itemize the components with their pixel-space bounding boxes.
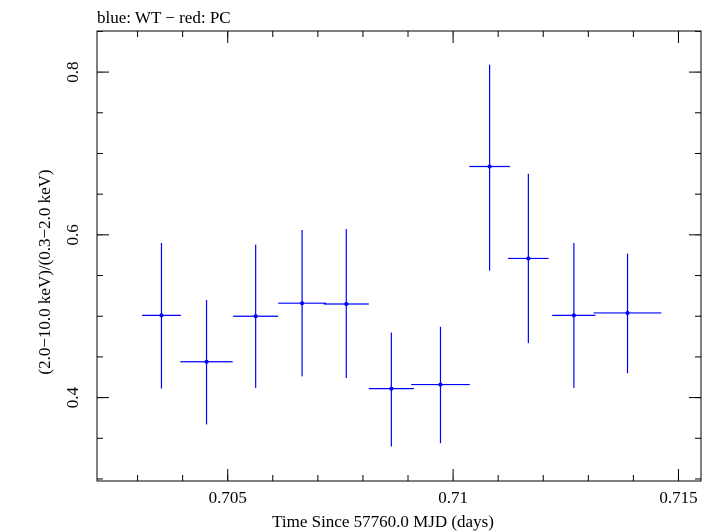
- x-tick-label: 0.71: [438, 488, 468, 507]
- data-marker: [300, 301, 305, 306]
- data-marker: [204, 359, 209, 364]
- y-tick-label: 0.6: [63, 224, 82, 245]
- data-point: [469, 64, 510, 271]
- data-point: [142, 242, 181, 389]
- x-axis-label: Time Since 57760.0 MJD (days): [272, 512, 494, 531]
- data-marker: [526, 256, 531, 261]
- data-marker: [159, 313, 164, 318]
- data-point: [180, 299, 233, 425]
- plot-frame: [96, 30, 702, 482]
- y-tick-labels: 0.4 0.6 0.8: [63, 61, 82, 408]
- data-point: [323, 229, 369, 379]
- y-axis-label: (2.0−10.0 keV)/(0.3−2.0 keV): [35, 169, 54, 374]
- data-point: [278, 229, 326, 377]
- y-tick-label: 0.8: [63, 61, 82, 82]
- data-series-wt: [142, 64, 662, 447]
- data-point: [233, 244, 279, 388]
- axis-ticks: [97, 30, 701, 481]
- data-point: [508, 173, 549, 344]
- chart-title: blue: WT − red: PC: [97, 8, 231, 27]
- y-tick-label: 0.4: [63, 386, 82, 408]
- data-marker: [253, 314, 258, 319]
- data-marker: [344, 302, 349, 307]
- data-point: [552, 242, 596, 388]
- x-tick-label: 0.705: [209, 488, 247, 507]
- data-marker: [389, 386, 394, 391]
- data-point: [368, 332, 414, 447]
- data-marker: [438, 382, 443, 387]
- data-marker: [571, 313, 576, 318]
- data-marker: [487, 164, 492, 169]
- data-point: [593, 253, 662, 374]
- data-marker: [625, 310, 630, 315]
- x-tick-label: 0.715: [659, 488, 697, 507]
- x-tick-labels: 0.705 0.71 0.715: [209, 488, 698, 507]
- data-point: [411, 326, 470, 444]
